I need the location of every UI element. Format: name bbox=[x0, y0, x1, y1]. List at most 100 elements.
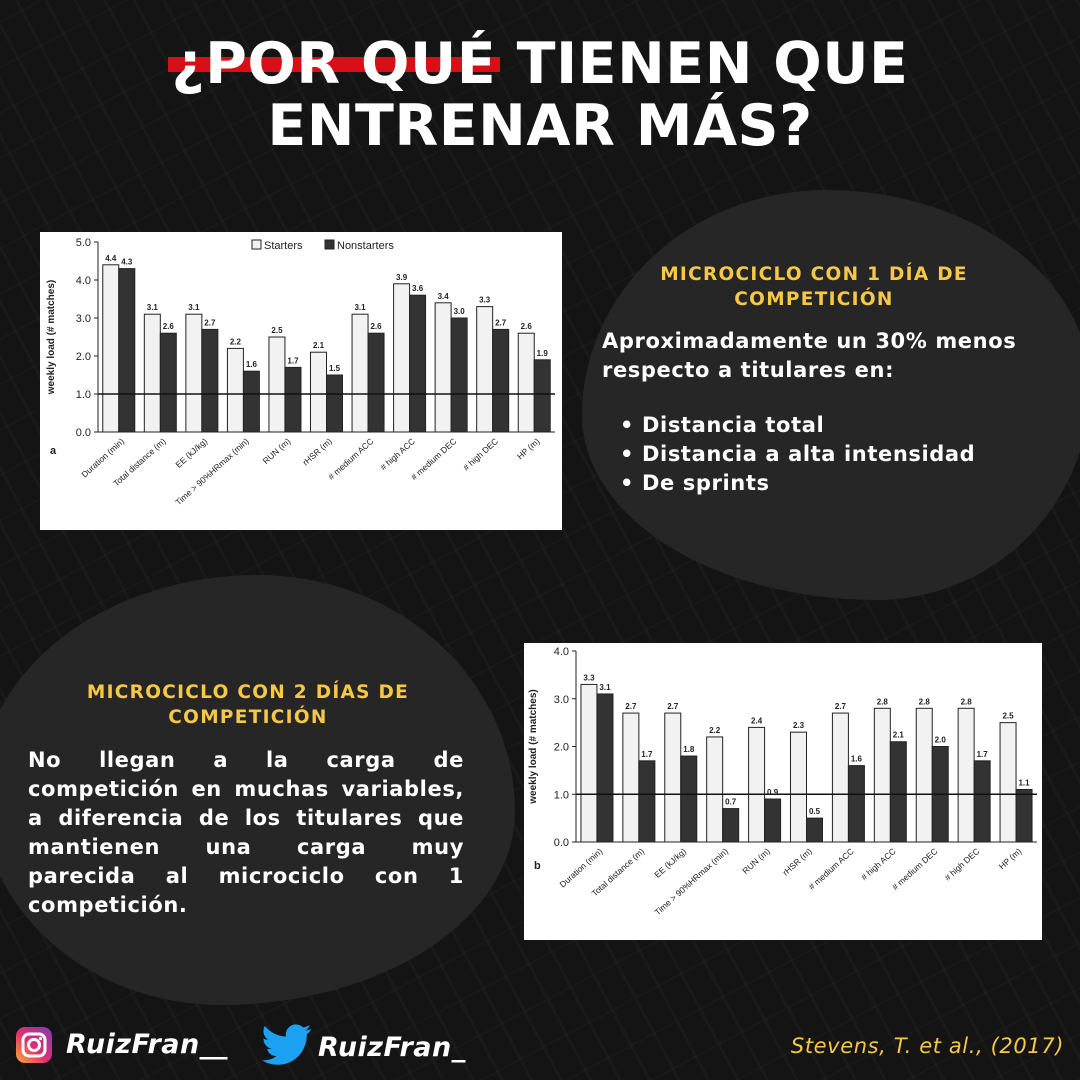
title-highlight: ¿POR QUÉ bbox=[167, 31, 500, 97]
legend-label: Nonstarters bbox=[337, 240, 394, 252]
bar-value-label: 0.9 bbox=[767, 788, 779, 797]
bar-value-label: 2.5 bbox=[1002, 712, 1014, 721]
bar-value-label: 3.1 bbox=[147, 303, 159, 312]
bar-value-label: 2.1 bbox=[313, 341, 325, 350]
bar-value-label: 2.6 bbox=[521, 322, 533, 331]
bar-value-label: 2.5 bbox=[271, 326, 283, 335]
bar-value-label: 2.7 bbox=[835, 702, 847, 711]
starters-bar bbox=[517, 332, 535, 433]
nonstarters-bar bbox=[533, 359, 551, 433]
starters-bar bbox=[622, 712, 640, 843]
y-axis-label: weekly load (# matches) bbox=[46, 280, 57, 396]
starters-bar bbox=[102, 264, 120, 433]
instagram-icon[interactable] bbox=[15, 1026, 53, 1064]
bullet-item: Distancia a alta intensidad bbox=[620, 440, 975, 469]
nonstarters-bar bbox=[450, 317, 468, 433]
nonstarters-bar bbox=[1015, 788, 1033, 843]
nonstarters-bar bbox=[889, 741, 907, 843]
y-tick-label: 2.0 bbox=[76, 351, 91, 363]
nonstarters-bar bbox=[596, 693, 614, 843]
chart-b: 0.0 1.0 2.0 3.0 4.0 weekly load (# matches) 3.… bbox=[528, 646, 1037, 917]
section1-heading: MICROCICLO CON 1 DÍA DE COMPETICIÓN bbox=[660, 264, 968, 310]
bar-value-label: 0.5 bbox=[809, 807, 821, 816]
x-tick-label: EE (kJ/kg) bbox=[652, 846, 688, 880]
nonstarters-bar bbox=[201, 328, 219, 433]
starters-bar bbox=[393, 283, 411, 433]
page-title: ¿POR QUÉ TIENEN QUE ENTRENAR MÁS? bbox=[0, 33, 1080, 157]
panel-label: a bbox=[50, 445, 57, 457]
x-tick-label: HP (m) bbox=[515, 436, 542, 461]
starters-bar bbox=[790, 731, 807, 843]
nonstarters-bar bbox=[806, 817, 823, 843]
bar-value-label: 2.4 bbox=[751, 716, 763, 725]
x-tick-label: RUN (m) bbox=[261, 436, 293, 466]
bar-value-label: 1.5 bbox=[329, 364, 341, 373]
title-line1-rest: TIENEN QUE bbox=[496, 31, 909, 97]
nonstarters-bar bbox=[242, 370, 260, 433]
x-tick-label: Time > 90%HRmax (min) bbox=[173, 436, 251, 507]
twitter-icon[interactable] bbox=[262, 1024, 312, 1066]
y-tick-label: 5.0 bbox=[76, 237, 91, 249]
section1-bullet-list: Distancia total Distancia a alta intensi… bbox=[620, 411, 975, 498]
x-tick-label: EE (kJ/kg) bbox=[173, 436, 209, 470]
bullet-item: De sprints bbox=[620, 469, 975, 498]
starters-bar bbox=[915, 707, 933, 843]
x-tick-label: rHSR (m) bbox=[300, 436, 333, 468]
nonstarters-bar bbox=[680, 755, 698, 843]
chart-b-panel: 0.0 1.0 2.0 3.0 4.0 weekly load (# matches) 3.… bbox=[524, 643, 1042, 940]
bar-value-label: 1.7 bbox=[287, 356, 299, 365]
bar-value-label: 1.6 bbox=[246, 360, 258, 369]
y-axis-label: weekly load (# matches) bbox=[528, 689, 539, 805]
bar-value-label: 3.1 bbox=[188, 303, 200, 312]
starters-bar bbox=[351, 313, 369, 433]
bar-value-label: 1.8 bbox=[683, 745, 695, 754]
bar-value-label: 2.7 bbox=[625, 702, 637, 711]
bar-value-label: 1.6 bbox=[851, 755, 863, 764]
starters-bar bbox=[957, 707, 975, 843]
bullet-item: Distancia total bbox=[620, 411, 975, 440]
instagram-handle[interactable]: RuizFran__ bbox=[66, 1029, 228, 1060]
nonstarters-bar bbox=[492, 328, 510, 433]
bar-value-label: 2.8 bbox=[919, 697, 931, 706]
starters-bar bbox=[706, 736, 724, 843]
bar-value-label: 2.6 bbox=[370, 322, 382, 331]
bar-value-label: 3.9 bbox=[396, 273, 408, 282]
starters-bar bbox=[999, 722, 1017, 843]
nonstarters-bar bbox=[638, 760, 656, 843]
starters-bar bbox=[664, 712, 682, 843]
x-tick-label: rHSR (m) bbox=[780, 846, 813, 878]
legend-swatch bbox=[251, 239, 262, 250]
bar-value-label: 2.2 bbox=[709, 726, 721, 735]
y-tick-label: 1.0 bbox=[76, 389, 91, 401]
bar-value-label: 2.8 bbox=[961, 697, 973, 706]
starters-bar bbox=[185, 313, 203, 433]
starters-bar bbox=[143, 313, 161, 433]
x-tick-label: # high ACC bbox=[859, 846, 898, 882]
bar-value-label: 2.1 bbox=[893, 731, 905, 740]
starters-bar bbox=[434, 302, 452, 433]
x-tick-label: RUN (m) bbox=[740, 846, 772, 876]
bar-value-label: 3.1 bbox=[599, 683, 611, 692]
citation: Stevens, T. et al., (2017) bbox=[790, 1034, 1064, 1058]
legend-label: Starters bbox=[264, 240, 303, 252]
bar-value-label: 1.9 bbox=[537, 349, 549, 358]
starters-bar bbox=[580, 683, 598, 843]
y-tick-label: 4.0 bbox=[554, 646, 569, 658]
background-blob-left bbox=[0, 575, 515, 1005]
x-tick-label: # high DEC bbox=[942, 846, 981, 883]
bar-value-label: 1.7 bbox=[641, 750, 653, 759]
bar-value-label: 3.3 bbox=[479, 296, 491, 305]
twitter-handle[interactable]: RuizFran_ bbox=[318, 1032, 466, 1063]
x-tick-label: # medium ACC bbox=[807, 846, 856, 892]
x-tick-label: HP (m) bbox=[997, 846, 1024, 871]
chart-a-panel: 0.0 1.0 2.0 3.0 4.0 5.0 weekly load (# matches… bbox=[40, 232, 562, 530]
nonstarters-bar bbox=[284, 366, 302, 433]
nonstarters-bar bbox=[159, 332, 177, 433]
bar-value-label: 1.1 bbox=[1018, 778, 1030, 787]
bar-value-label: 3.4 bbox=[438, 292, 450, 301]
starters-bar bbox=[476, 306, 494, 433]
x-tick-label: # high ACC bbox=[378, 436, 417, 472]
bar-value-label: 2.6 bbox=[163, 322, 175, 331]
x-tick-label: # high DEC bbox=[461, 436, 500, 473]
bar-value-label: 2.8 bbox=[877, 697, 889, 706]
